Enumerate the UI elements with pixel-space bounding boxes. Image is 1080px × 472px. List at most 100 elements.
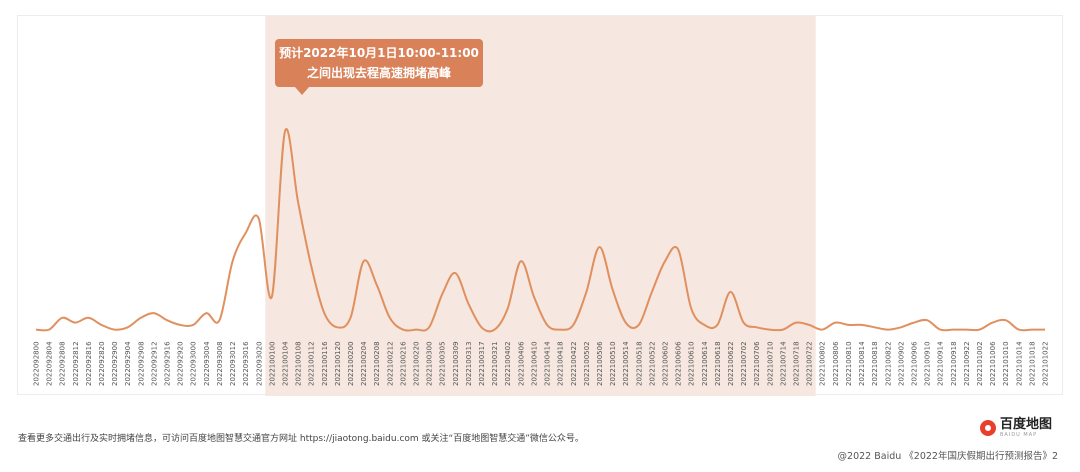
x-tick-label: 2022100510 <box>609 341 617 386</box>
x-tick-label: 2022092804 <box>46 341 54 386</box>
data-point-2022092812 <box>74 322 76 324</box>
callout-line-2: 之间出现去程高速拥堵高峰 <box>306 66 451 80</box>
data-point-2022100216 <box>402 329 404 331</box>
x-tick-label: 2022100722 <box>806 341 814 386</box>
x-tick-label: 2022100220 <box>413 341 421 386</box>
data-point-2022100112 <box>310 265 312 267</box>
footer-info-text: 查看更多交通出行及实时拥堵信息，可访问百度地图智慧交通官方网址 https://… <box>18 434 584 444</box>
x-tick-label: 2022092800 <box>33 341 41 386</box>
data-point-2022100220 <box>415 329 417 331</box>
x-tick-label: 2022092812 <box>72 341 80 386</box>
data-point-2022092804 <box>48 329 50 331</box>
x-tick-label: 2022100702 <box>740 341 748 386</box>
data-point-2022100317 <box>481 326 483 328</box>
x-tick-label: 2022100216 <box>399 341 407 386</box>
x-tick-label: 2022100410 <box>530 341 538 386</box>
callout-line-1: 预计2022年10月1日10:00-11:00 <box>279 46 479 60</box>
x-tick-label: 2022100313 <box>465 341 473 386</box>
x-tick-label: 2022100706 <box>753 341 761 386</box>
data-point-2022100212 <box>389 317 391 319</box>
x-tick-label: 2022092916 <box>164 341 172 386</box>
copyright-text: @2022 Baidu 《2022年国庆假期出行预测报告》2 <box>837 451 1058 462</box>
x-tick-label: 2022093016 <box>242 341 250 386</box>
x-tick-label: 2022100208 <box>373 341 381 386</box>
x-tick-label: 2022100414 <box>544 341 552 386</box>
data-point-2022100510 <box>612 289 614 291</box>
x-tick-label: 2022100116 <box>321 341 329 386</box>
x-tick-label: 2022101002 <box>976 341 984 386</box>
data-point-2022100606 <box>677 248 679 250</box>
x-tick-label: 2022100204 <box>360 341 368 386</box>
data-point-2022100706 <box>756 326 758 328</box>
data-point-2022100710 <box>769 329 771 331</box>
x-tick-label: 2022100317 <box>478 341 486 386</box>
data-point-2022100810 <box>847 324 849 326</box>
x-tick-label: 2022100614 <box>701 341 709 386</box>
brand-subtitle: BAIDU MAP <box>1000 432 1038 438</box>
x-tick-label: 2022100502 <box>583 341 591 386</box>
data-point-2022093020 <box>258 218 260 220</box>
x-tick-label: 2022100718 <box>793 341 801 386</box>
x-tick-label: 2022100422 <box>570 341 578 386</box>
x-tick-label: 2022100406 <box>517 341 525 386</box>
x-tick-label: 2022100910 <box>924 341 932 386</box>
data-point-2022100614 <box>703 324 705 326</box>
x-tick-label: 2022100522 <box>648 341 656 386</box>
data-point-2022093016 <box>245 232 247 234</box>
data-point-2022092816 <box>87 317 89 319</box>
x-tick-label: 2022100618 <box>714 341 722 386</box>
data-point-2022092808 <box>61 317 63 319</box>
x-tick-label: 2022101022 <box>1042 341 1050 386</box>
data-point-2022100702 <box>743 322 745 324</box>
x-tick-label: 2022100822 <box>884 341 892 386</box>
data-point-2022093004 <box>205 312 207 314</box>
x-tick-label: 2022100309 <box>452 341 460 386</box>
x-tick-label: 2022100802 <box>819 341 827 386</box>
x-tick-label: 2022101006 <box>989 341 997 386</box>
data-point-2022100418 <box>559 329 561 331</box>
data-point-2022100622 <box>730 291 732 293</box>
data-point-2022101002 <box>978 329 980 331</box>
data-point-2022092908 <box>140 317 142 319</box>
x-tick-label: 2022100100 <box>268 341 276 386</box>
congestion-series-line <box>35 128 1045 333</box>
data-point-2022100602 <box>664 260 666 262</box>
data-point-2022100906 <box>913 322 915 324</box>
x-tick-label: 2022100818 <box>871 341 879 386</box>
x-tick-label: 2022092808 <box>59 341 67 386</box>
x-tick-label: 2022100112 <box>308 341 316 386</box>
x-tick-label: 2022100212 <box>386 341 394 386</box>
x-tick-label: 2022100606 <box>675 341 683 386</box>
x-tick-label: 2022100806 <box>832 341 840 386</box>
x-tick-label: 2022093008 <box>216 341 224 386</box>
x-tick-label: 2022093004 <box>203 341 211 386</box>
data-point-2022100922 <box>965 329 967 331</box>
data-point-2022100910 <box>926 319 928 321</box>
data-point-2022101014 <box>1018 329 1020 331</box>
data-point-2022100406 <box>520 260 522 262</box>
data-point-2022100522 <box>651 291 653 293</box>
data-point-2022101010 <box>1005 319 1007 321</box>
data-point-2022100514 <box>625 322 627 324</box>
data-point-2022093012 <box>232 260 234 262</box>
data-point-2022100204 <box>363 260 365 262</box>
x-tick-label: 2022092920 <box>177 341 185 386</box>
baidu-map-logo: 百度地图 BAIDU MAP <box>980 417 1052 439</box>
x-tick-label: 2022100506 <box>596 341 604 386</box>
data-point-2022100818 <box>874 326 876 328</box>
x-tick-label: 2022100922 <box>963 341 971 386</box>
x-tick-label: 2022093020 <box>255 341 263 386</box>
x-tick-label: 2022092900 <box>111 341 119 386</box>
data-point-2022100506 <box>598 246 600 248</box>
data-point-2022100100 <box>271 296 273 298</box>
x-tick-label: 2022100418 <box>557 341 565 386</box>
data-point-2022101006 <box>992 322 994 324</box>
data-point-2022100618 <box>716 324 718 326</box>
data-point-2022100502 <box>585 291 587 293</box>
data-point-2022100822 <box>887 329 889 331</box>
data-point-2022100120 <box>336 326 338 328</box>
x-tick-label: 2022100902 <box>897 341 905 386</box>
x-tick-label: 2022093012 <box>229 341 237 386</box>
data-point-2022100305 <box>441 293 443 295</box>
data-point-2022100518 <box>638 324 640 326</box>
